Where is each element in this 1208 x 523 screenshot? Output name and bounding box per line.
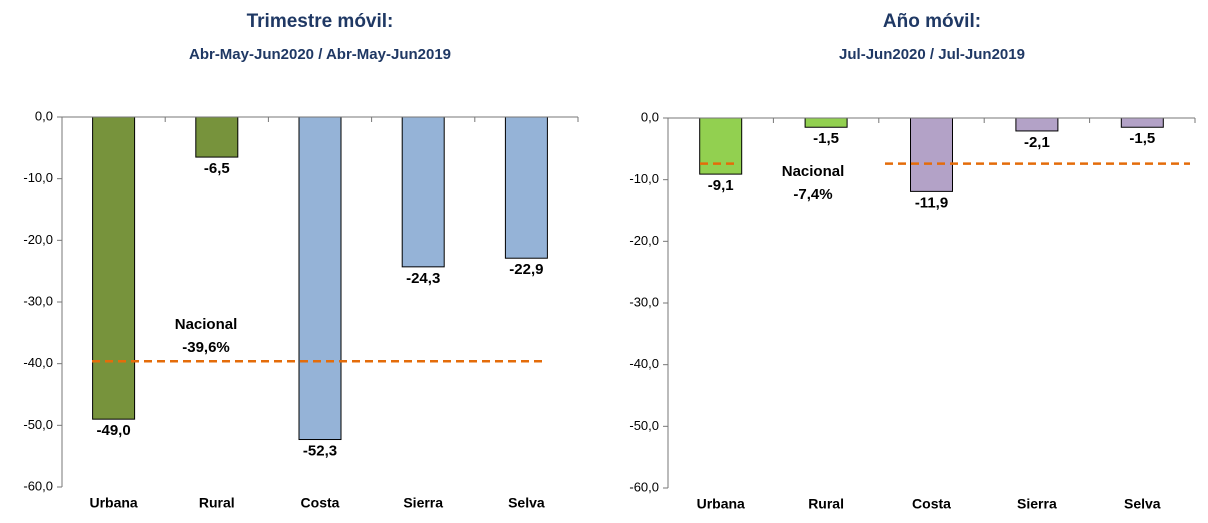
bar <box>401 116 445 268</box>
y-tick-label: -10,0 <box>23 170 53 185</box>
value-label: -52,3 <box>303 442 337 459</box>
y-tick-label: 0,0 <box>35 108 53 123</box>
y-tick-label: -30,0 <box>629 294 659 309</box>
chart-title: Año móvil: <box>883 11 981 32</box>
value-label: -22,9 <box>509 261 543 278</box>
value-label: -6,5 <box>204 160 230 177</box>
reference-name: Nacional <box>782 163 845 180</box>
y-tick-label: -30,0 <box>23 293 53 308</box>
reference-label: -7,4% <box>793 186 832 203</box>
bar <box>298 116 342 441</box>
y-tick-label: -20,0 <box>23 232 53 247</box>
value-label: -9,1 <box>708 177 734 194</box>
value-label: -11,9 <box>915 194 948 211</box>
value-label: -1,5 <box>813 130 839 147</box>
y-tick-label: -60,0 <box>23 478 53 493</box>
x-tick-label: Rural <box>808 496 844 512</box>
x-tick-label: Urbana <box>697 496 745 512</box>
chart-subtitle: Abr-May-Jun2020 / Abr-May-Jun2019 <box>189 46 451 63</box>
chart-subtitle: Jul-Jun2020 / Jul-Jun2019 <box>839 46 1025 63</box>
value-label: -49,0 <box>96 422 130 439</box>
x-tick-label: Sierra <box>1017 496 1057 512</box>
value-label: -24,3 <box>406 270 440 287</box>
reference-label: -39,6% <box>182 339 230 356</box>
bar <box>804 117 848 128</box>
bar <box>92 116 136 420</box>
y-tick-label: -40,0 <box>629 356 659 371</box>
bar <box>1120 117 1164 128</box>
x-tick-label: Selva <box>1124 496 1161 512</box>
reference-name: Nacional <box>175 316 238 333</box>
bar <box>910 117 953 192</box>
chart-title: Trimestre móvil: <box>247 11 394 32</box>
y-tick-label: -50,0 <box>23 417 53 432</box>
x-tick-label: Selva <box>508 495 545 511</box>
bar <box>195 116 239 158</box>
y-tick-label: -40,0 <box>23 355 53 370</box>
y-tick-label: -50,0 <box>629 418 659 433</box>
x-tick-label: Costa <box>301 495 340 511</box>
y-tick-label: -60,0 <box>629 479 659 494</box>
value-label: -1,5 <box>1129 130 1155 147</box>
x-tick-label: Rural <box>199 495 235 511</box>
bar <box>699 117 743 175</box>
bar <box>1015 117 1059 132</box>
x-tick-label: Urbana <box>89 495 137 511</box>
y-tick-label: 0,0 <box>641 109 659 124</box>
x-tick-label: Costa <box>912 496 951 512</box>
bar <box>504 116 548 259</box>
x-tick-label: Sierra <box>403 495 443 511</box>
y-tick-label: -10,0 <box>629 171 659 186</box>
y-tick-label: -20,0 <box>629 233 659 248</box>
value-label: -2,1 <box>1024 134 1050 151</box>
